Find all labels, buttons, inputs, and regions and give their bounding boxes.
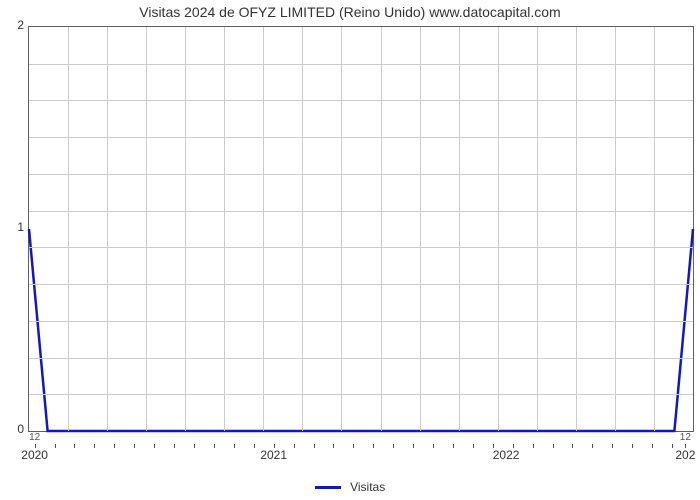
x-minor-tick <box>473 444 474 448</box>
gridline-horizontal <box>29 137 693 138</box>
gridline-horizontal <box>29 64 693 65</box>
gridline-vertical <box>185 27 186 431</box>
x-minor-tick <box>393 444 394 448</box>
y-tick-label: 1 <box>4 220 24 234</box>
x-minor-tick <box>553 444 554 448</box>
gridline-horizontal <box>29 321 693 322</box>
gridline-horizontal <box>29 358 693 359</box>
x-minor-tick <box>433 444 434 448</box>
x-subtick-label: 12 <box>29 432 40 443</box>
x-year-label: 2022 <box>493 448 520 462</box>
x-minor-tick <box>413 444 414 448</box>
x-subtick-label: 12 <box>680 432 691 443</box>
gridline-vertical <box>654 27 655 431</box>
x-minor-tick <box>114 444 115 448</box>
gridline-vertical <box>302 27 303 431</box>
chart-container: Visitas 2024 de OFYZ LIMITED (Reino Unid… <box>0 0 700 500</box>
gridline-vertical <box>615 27 616 431</box>
line-series <box>29 27 693 431</box>
x-year-label: 2020 <box>21 448 48 462</box>
gridline-vertical <box>224 27 225 431</box>
x-minor-tick <box>74 444 75 448</box>
gridline-horizontal <box>29 211 693 212</box>
x-minor-tick <box>533 444 534 448</box>
gridline-vertical <box>420 27 421 431</box>
x-minor-tick <box>592 444 593 448</box>
x-minor-tick <box>453 444 454 448</box>
y-tick-label: 2 <box>4 18 24 32</box>
x-minor-tick <box>612 444 613 448</box>
x-minor-tick <box>154 444 155 448</box>
x-minor-tick <box>234 444 235 448</box>
x-minor-tick <box>353 444 354 448</box>
gridline-horizontal <box>29 100 693 101</box>
legend: Visitas <box>0 479 700 494</box>
visitas-line <box>29 229 693 431</box>
gridline-horizontal <box>29 394 693 395</box>
x-minor-tick <box>94 444 95 448</box>
x-year-label: 202 <box>675 448 695 462</box>
y-tick-label: 0 <box>4 422 24 436</box>
x-minor-tick <box>672 444 673 448</box>
x-minor-tick <box>134 444 135 448</box>
gridline-vertical <box>341 27 342 431</box>
gridline-vertical <box>498 27 499 431</box>
gridline-vertical <box>68 27 69 431</box>
gridline-vertical <box>146 27 147 431</box>
x-minor-tick <box>373 444 374 448</box>
plot-area <box>28 26 694 432</box>
x-minor-tick <box>55 444 56 448</box>
gridline-horizontal <box>29 247 693 248</box>
x-minor-tick <box>572 444 573 448</box>
x-minor-tick <box>333 444 334 448</box>
legend-swatch <box>315 486 341 489</box>
x-minor-tick <box>632 444 633 448</box>
gridline-vertical <box>576 27 577 431</box>
gridline-vertical <box>381 27 382 431</box>
gridline-vertical <box>459 27 460 431</box>
x-minor-tick <box>214 444 215 448</box>
x-year-label: 2021 <box>260 448 287 462</box>
x-minor-tick <box>194 444 195 448</box>
gridline-horizontal <box>29 174 693 175</box>
x-minor-tick <box>294 444 295 448</box>
gridline-vertical <box>107 27 108 431</box>
x-minor-tick <box>314 444 315 448</box>
gridline-vertical <box>537 27 538 431</box>
gridline-horizontal <box>29 284 693 285</box>
x-minor-tick <box>652 444 653 448</box>
x-minor-tick <box>174 444 175 448</box>
chart-title: Visitas 2024 de OFYZ LIMITED (Reino Unid… <box>0 4 700 20</box>
gridline-vertical <box>263 27 264 431</box>
legend-label: Visitas <box>350 480 385 494</box>
x-minor-tick <box>254 444 255 448</box>
